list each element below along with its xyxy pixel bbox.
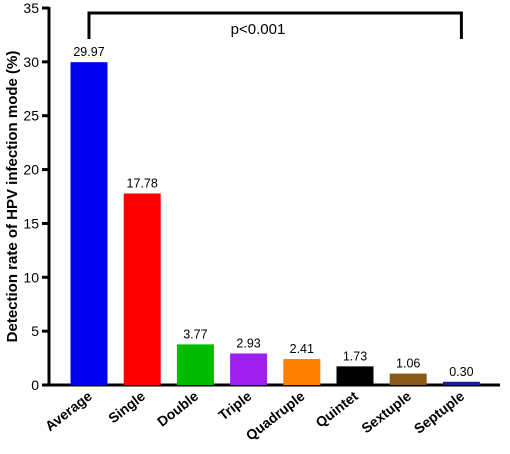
data-label: 1.06 <box>396 357 420 371</box>
data-label: 0.30 <box>449 365 473 379</box>
x-tick-label: Septuple <box>411 388 468 437</box>
bars <box>70 62 480 385</box>
data-label: 3.77 <box>183 327 207 341</box>
y-tick-label: 25 <box>23 108 39 124</box>
y-tick-label: 10 <box>23 269 39 285</box>
data-label: 1.73 <box>343 349 367 363</box>
x-tick-label: Quintet <box>312 388 361 431</box>
bar-sextuple <box>389 373 427 385</box>
data-label: 17.78 <box>127 176 158 190</box>
bar-quintet <box>336 366 374 385</box>
y-axis-title: Detection rate of HPV infection mode (%) <box>4 51 21 343</box>
y-tick-label: 15 <box>23 215 39 231</box>
x-tick-label: Triple <box>215 388 254 424</box>
data-label: 2.93 <box>236 336 260 350</box>
y-tick-label: 0 <box>31 377 39 393</box>
y-axis: 0 5 10 15 20 25 30 35 <box>23 0 51 393</box>
data-labels: 29.97 17.78 3.77 2.93 2.41 1.73 1.06 0.30 <box>73 45 473 379</box>
bar-double <box>176 344 214 385</box>
data-label: 2.41 <box>290 342 314 356</box>
x-tick-label: Sextuple <box>358 388 414 437</box>
bar-triple <box>230 353 268 385</box>
y-tick-label: 5 <box>31 323 39 339</box>
significance-bracket <box>87 11 463 39</box>
x-tick-label: Average <box>42 388 95 434</box>
x-tick-label: Quadruple <box>243 388 308 444</box>
y-tick-label: 35 <box>23 0 39 16</box>
bar-quadruple <box>283 359 321 385</box>
y-tick-label: 30 <box>23 54 39 70</box>
significance-annotation: p<0.001 <box>87 11 463 39</box>
significance-label: p<0.001 <box>231 21 286 38</box>
x-tick-label: Single <box>105 388 148 427</box>
bar-septuple <box>442 381 480 385</box>
data-label: 29.97 <box>73 45 104 59</box>
x-tick-label: Double <box>154 388 201 430</box>
y-tick-label: 20 <box>23 162 39 178</box>
bar-single <box>123 193 161 385</box>
bar-average <box>70 62 108 385</box>
